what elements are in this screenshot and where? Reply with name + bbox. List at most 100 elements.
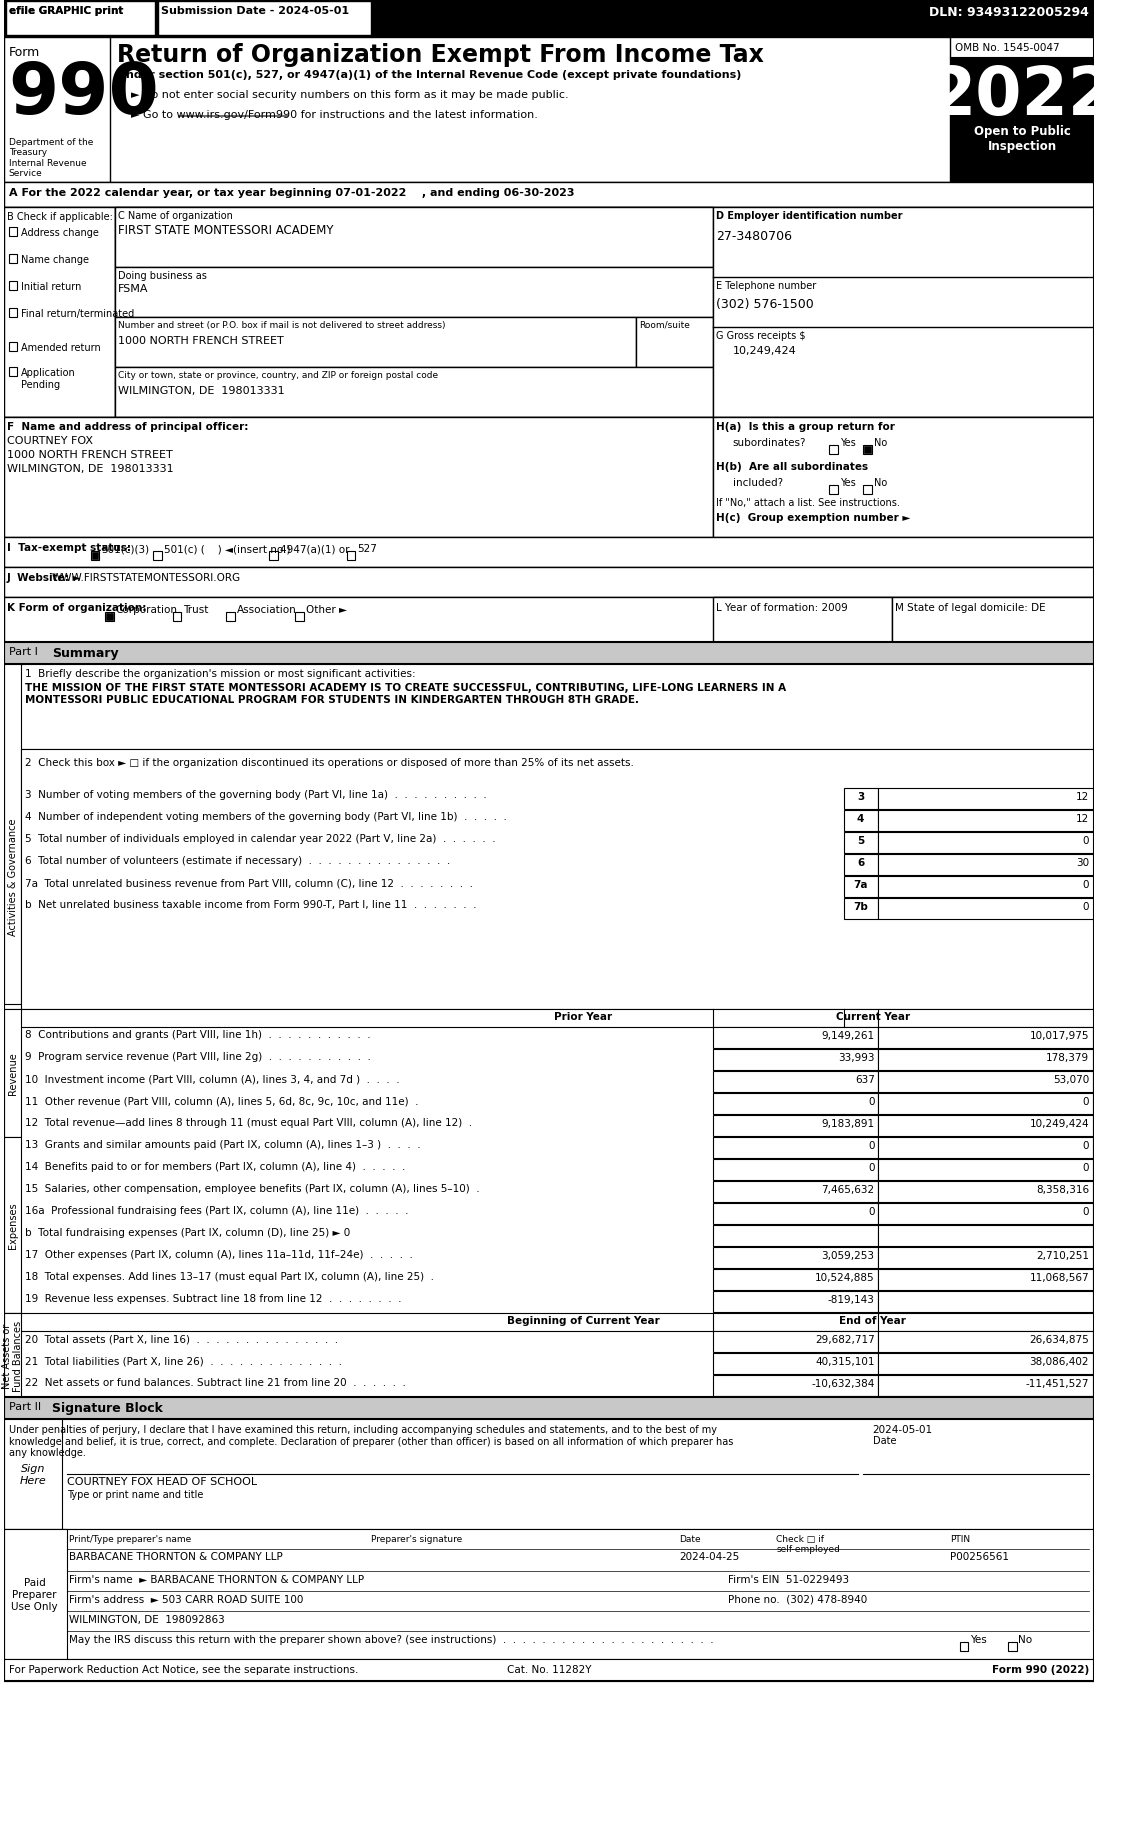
Text: Cat. No. 11282Y: Cat. No. 11282Y xyxy=(507,1663,592,1674)
Bar xyxy=(714,1027,877,1049)
Text: 38,086,402: 38,086,402 xyxy=(1030,1356,1089,1367)
Text: 4947(a)(1) or: 4947(a)(1) or xyxy=(280,544,350,554)
Bar xyxy=(3,183,1094,209)
Text: Association: Association xyxy=(236,604,296,615)
Text: 0: 0 xyxy=(868,1162,875,1173)
Text: OMB No. 1545-0047: OMB No. 1545-0047 xyxy=(955,42,1059,53)
Bar xyxy=(877,1204,1093,1224)
Text: -10,632,384: -10,632,384 xyxy=(812,1378,875,1389)
Text: 9,149,261: 9,149,261 xyxy=(822,1030,875,1041)
Text: 20  Total assets (Part X, line 16)  .  .  .  .  .  .  .  .  .  .  .  .  .  .  .: 20 Total assets (Part X, line 16) . . . … xyxy=(25,1334,339,1343)
Bar xyxy=(9,282,17,291)
Text: 11,068,567: 11,068,567 xyxy=(1030,1272,1089,1283)
Bar xyxy=(3,1420,1094,1530)
Text: No: No xyxy=(874,437,887,448)
Text: 637: 637 xyxy=(855,1074,875,1085)
Text: DLN: 93493122005294: DLN: 93493122005294 xyxy=(929,5,1089,18)
Text: -819,143: -819,143 xyxy=(828,1294,875,1305)
Bar xyxy=(714,417,1094,538)
Text: No: No xyxy=(874,478,887,489)
Text: Form: Form xyxy=(9,46,40,59)
Bar xyxy=(877,1330,1093,1352)
Bar xyxy=(714,1292,877,1312)
Text: 0: 0 xyxy=(868,1096,875,1107)
Bar xyxy=(877,1270,1093,1290)
Bar xyxy=(91,553,98,560)
Text: 5  Total number of individuals employed in calendar year 2022 (Part V, line 2a) : 5 Total number of individuals employed i… xyxy=(25,833,496,844)
Text: Prior Year: Prior Year xyxy=(554,1012,612,1021)
Text: 15  Salaries, other compensation, employee benefits (Part IX, column (A), lines : 15 Salaries, other compensation, employe… xyxy=(25,1184,480,1193)
Bar xyxy=(714,1204,877,1224)
Text: 0: 0 xyxy=(1083,902,1089,911)
Text: WWW.FIRSTSTATEMONTESSORI.ORG: WWW.FIRSTSTATEMONTESSORI.ORG xyxy=(52,573,242,582)
Text: Firm's address  ► 503 CARR ROAD SUITE 100: Firm's address ► 503 CARR ROAD SUITE 100 xyxy=(70,1594,304,1605)
Bar xyxy=(115,318,636,368)
Bar xyxy=(830,447,838,454)
Text: 8  Contributions and grants (Part VIII, line 1h)  .  .  .  .  .  .  .  .  .  .  : 8 Contributions and grants (Part VIII, l… xyxy=(25,1030,370,1039)
Text: 3,059,253: 3,059,253 xyxy=(822,1250,875,1261)
Text: Firm's name  ► BARBACANE THORNTON & COMPANY LLP: Firm's name ► BARBACANE THORNTON & COMPA… xyxy=(70,1574,365,1585)
Text: 0: 0 xyxy=(1083,1096,1089,1107)
Text: A For the 2022 calendar year, or tax year beginning 07-01-2022    , and ending 0: A For the 2022 calendar year, or tax yea… xyxy=(9,188,575,198)
Text: 26,634,875: 26,634,875 xyxy=(1030,1334,1089,1345)
Text: 14  Benefits paid to or for members (Part IX, column (A), line 4)  .  .  .  .  .: 14 Benefits paid to or for members (Part… xyxy=(25,1162,405,1171)
Text: Yes: Yes xyxy=(970,1634,987,1643)
Bar xyxy=(3,642,1094,664)
Bar xyxy=(714,1226,877,1246)
Bar xyxy=(877,789,1094,809)
Bar xyxy=(714,1049,877,1071)
Bar xyxy=(3,1314,21,1398)
Bar xyxy=(877,1160,1093,1180)
Text: P00256561: P00256561 xyxy=(949,1552,1009,1561)
Text: -11,451,527: -11,451,527 xyxy=(1025,1378,1089,1389)
Text: 10,524,885: 10,524,885 xyxy=(815,1272,875,1283)
Bar xyxy=(843,899,877,919)
Bar xyxy=(9,254,17,264)
Text: Form 990 (2022): Form 990 (2022) xyxy=(991,1663,1089,1674)
Text: 2024-04-25: 2024-04-25 xyxy=(680,1552,739,1561)
Bar xyxy=(714,598,892,642)
Bar xyxy=(3,598,1094,642)
Text: C Name of organization: C Name of organization xyxy=(117,210,233,221)
Text: Date: Date xyxy=(873,1435,896,1446)
Bar xyxy=(843,789,877,809)
Bar xyxy=(714,209,1094,417)
Bar xyxy=(877,1376,1093,1396)
Text: efile GRAPHIC print: efile GRAPHIC print xyxy=(9,5,123,16)
Text: 33,993: 33,993 xyxy=(838,1052,875,1063)
Text: 21  Total liabilities (Part X, line 26)  .  .  .  .  .  .  .  .  .  .  .  .  .  : 21 Total liabilities (Part X, line 26) .… xyxy=(25,1356,342,1365)
Bar xyxy=(877,1138,1093,1158)
Text: Other ►: Other ► xyxy=(306,604,347,615)
Bar xyxy=(226,613,235,622)
Bar xyxy=(3,0,1094,38)
Bar xyxy=(877,833,1094,853)
Text: Amended return: Amended return xyxy=(21,342,100,353)
Bar xyxy=(3,1010,21,1138)
Bar xyxy=(864,447,870,454)
Text: 53,070: 53,070 xyxy=(1052,1074,1089,1085)
Text: COURTNEY FOX HEAD OF SCHOOL: COURTNEY FOX HEAD OF SCHOOL xyxy=(67,1477,256,1486)
Text: Return of Organization Exempt From Income Tax: Return of Organization Exempt From Incom… xyxy=(116,42,763,68)
Text: 11  Other revenue (Part VIII, column (A), lines 5, 6d, 8c, 9c, 10c, and 11e)  .: 11 Other revenue (Part VIII, column (A),… xyxy=(25,1096,419,1105)
Text: subordinates?: subordinates? xyxy=(733,437,806,448)
Bar xyxy=(154,551,163,560)
Text: Date: Date xyxy=(680,1534,701,1543)
Text: Print/Type preparer's name: Print/Type preparer's name xyxy=(70,1534,192,1543)
Text: H(a)  Is this a group return for: H(a) Is this a group return for xyxy=(716,421,895,432)
Text: Application
Pending: Application Pending xyxy=(21,368,76,390)
Text: 0: 0 xyxy=(1083,836,1089,845)
Text: 10  Investment income (Part VIII, column (A), lines 3, 4, and 7d )  .  .  .  .: 10 Investment income (Part VIII, column … xyxy=(25,1074,400,1083)
Text: D Employer identification number: D Employer identification number xyxy=(716,210,903,221)
Text: Department of the
Treasury
Internal Revenue
Service: Department of the Treasury Internal Reve… xyxy=(9,137,93,178)
Bar xyxy=(714,1160,877,1180)
Bar xyxy=(9,368,17,377)
Text: 0: 0 xyxy=(1083,880,1089,889)
Bar xyxy=(3,1530,67,1660)
Text: Phone no.  (302) 478-8940: Phone no. (302) 478-8940 xyxy=(728,1594,867,1605)
Bar xyxy=(877,811,1094,831)
Bar xyxy=(877,1071,1093,1093)
Text: efile GRAPHIC print: efile GRAPHIC print xyxy=(9,5,123,16)
Bar xyxy=(105,613,114,622)
Text: Firm's EIN  51-0229493: Firm's EIN 51-0229493 xyxy=(728,1574,849,1585)
Text: Submission Date - 2024-05-01: Submission Date - 2024-05-01 xyxy=(161,5,349,16)
